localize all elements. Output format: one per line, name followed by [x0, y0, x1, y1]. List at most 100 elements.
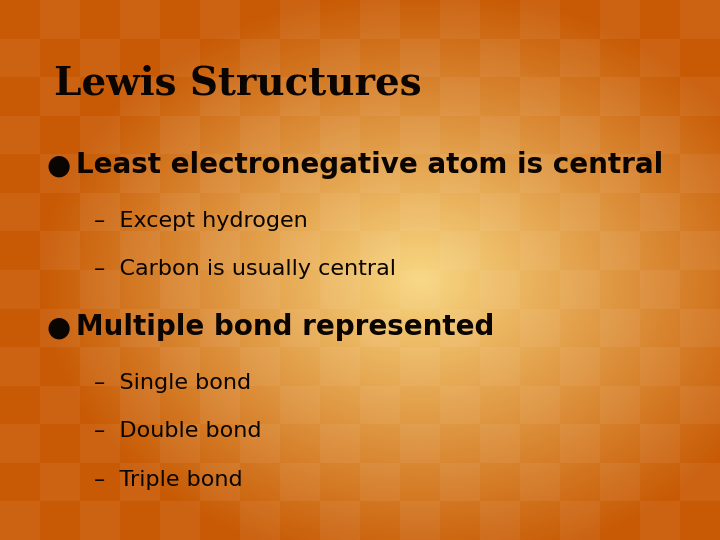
Bar	[360, 77, 400, 116]
Text: –  Except hydrogen: – Except hydrogen	[94, 211, 307, 231]
Bar	[120, 154, 160, 193]
Bar	[640, 193, 680, 232]
Bar	[80, 116, 120, 154]
Bar	[480, 270, 520, 308]
Bar	[600, 232, 640, 270]
Bar	[520, 232, 560, 270]
Bar	[80, 38, 120, 77]
Bar	[320, 116, 360, 154]
Bar	[160, 347, 200, 386]
Bar	[320, 347, 360, 386]
Bar	[80, 270, 120, 308]
Bar	[440, 0, 480, 38]
Bar	[440, 154, 480, 193]
Bar	[280, 77, 320, 116]
Bar	[600, 0, 640, 38]
Bar	[160, 193, 200, 232]
Bar	[80, 502, 120, 540]
Bar	[600, 308, 640, 347]
Bar	[560, 270, 600, 308]
Bar	[80, 193, 120, 232]
Bar	[440, 232, 480, 270]
Bar	[440, 308, 480, 347]
Bar	[120, 463, 160, 502]
Bar	[280, 232, 320, 270]
Text: –  Single bond: – Single bond	[94, 373, 251, 393]
Bar	[40, 232, 80, 270]
Bar	[680, 154, 720, 193]
Bar	[600, 77, 640, 116]
Bar	[160, 38, 200, 77]
Bar	[320, 424, 360, 463]
Bar	[280, 0, 320, 38]
Bar	[600, 463, 640, 502]
Bar	[120, 0, 160, 38]
Bar	[680, 232, 720, 270]
Bar	[400, 116, 440, 154]
Bar	[400, 502, 440, 540]
Bar	[600, 154, 640, 193]
Bar	[640, 38, 680, 77]
Bar	[400, 38, 440, 77]
Text: –  Carbon is usually central: – Carbon is usually central	[94, 259, 395, 279]
Bar	[640, 424, 680, 463]
Bar	[400, 270, 440, 308]
Bar	[240, 424, 280, 463]
Text: –  Double bond: – Double bond	[94, 421, 261, 441]
Bar	[560, 502, 600, 540]
Bar	[160, 424, 200, 463]
Bar	[240, 270, 280, 308]
Text: –  Triple bond: – Triple bond	[94, 470, 242, 490]
Bar	[680, 0, 720, 38]
Bar	[240, 502, 280, 540]
Bar	[200, 77, 240, 116]
Bar	[80, 347, 120, 386]
Bar	[680, 77, 720, 116]
Bar	[200, 463, 240, 502]
Bar	[40, 154, 80, 193]
Bar	[200, 154, 240, 193]
Bar	[560, 347, 600, 386]
Bar	[640, 270, 680, 308]
Bar	[200, 386, 240, 424]
Bar	[320, 502, 360, 540]
Bar	[0, 347, 40, 386]
Bar	[680, 308, 720, 347]
Bar	[120, 308, 160, 347]
Bar	[280, 463, 320, 502]
Bar	[520, 154, 560, 193]
Bar	[40, 308, 80, 347]
Bar	[80, 424, 120, 463]
Bar	[120, 232, 160, 270]
Bar	[480, 193, 520, 232]
Bar	[320, 38, 360, 77]
Bar	[560, 116, 600, 154]
Bar	[120, 386, 160, 424]
Bar	[0, 424, 40, 463]
Bar	[680, 386, 720, 424]
Bar	[400, 347, 440, 386]
Bar	[680, 463, 720, 502]
Bar	[360, 463, 400, 502]
Bar	[480, 116, 520, 154]
Bar	[40, 77, 80, 116]
Bar	[200, 232, 240, 270]
Bar	[440, 386, 480, 424]
Bar	[280, 386, 320, 424]
Bar	[240, 116, 280, 154]
Bar	[320, 270, 360, 308]
Bar	[520, 463, 560, 502]
Bar	[360, 232, 400, 270]
Text: Least electronegative atom is central: Least electronegative atom is central	[76, 151, 663, 179]
Bar	[480, 424, 520, 463]
Bar	[360, 386, 400, 424]
Bar	[520, 0, 560, 38]
Text: ●: ●	[47, 313, 71, 341]
Bar	[480, 347, 520, 386]
Bar	[40, 463, 80, 502]
Bar	[0, 270, 40, 308]
Bar	[360, 154, 400, 193]
Bar	[320, 193, 360, 232]
Bar	[600, 386, 640, 424]
Bar	[640, 116, 680, 154]
